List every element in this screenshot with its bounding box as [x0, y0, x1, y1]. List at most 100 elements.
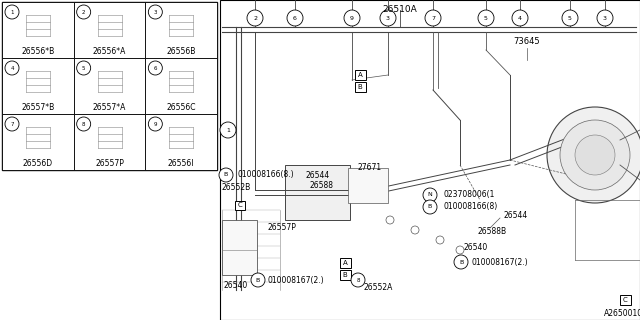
Bar — [2, 114, 74, 170]
Circle shape — [5, 61, 19, 75]
Circle shape — [148, 5, 163, 19]
Text: 023708006(1: 023708006(1 — [444, 190, 495, 199]
Text: 26557*B: 26557*B — [21, 102, 54, 111]
Circle shape — [423, 188, 437, 202]
Bar — [74, 2, 145, 58]
Circle shape — [220, 122, 236, 138]
Bar — [2, 2, 74, 58]
Bar — [620, 295, 630, 305]
Text: B: B — [358, 84, 362, 90]
Bar — [339, 270, 351, 280]
Text: N: N — [428, 193, 433, 197]
Text: 26552B: 26552B — [222, 183, 252, 193]
Bar — [145, 58, 217, 114]
Bar — [235, 201, 245, 210]
Text: 2: 2 — [253, 15, 257, 20]
Text: 26510A: 26510A — [383, 5, 417, 14]
Bar — [355, 70, 365, 80]
Text: 3: 3 — [603, 15, 607, 20]
Text: 26556*B: 26556*B — [21, 46, 54, 55]
Circle shape — [77, 117, 91, 131]
Circle shape — [5, 5, 19, 19]
Circle shape — [425, 10, 441, 26]
Text: 8: 8 — [356, 277, 360, 283]
Circle shape — [436, 236, 444, 244]
Text: 26540: 26540 — [463, 244, 487, 252]
Circle shape — [423, 200, 437, 214]
Bar — [2, 2, 217, 170]
Circle shape — [478, 10, 494, 26]
Circle shape — [597, 10, 613, 26]
Text: 26552A: 26552A — [364, 284, 393, 292]
Circle shape — [562, 10, 578, 26]
Text: 8: 8 — [82, 122, 85, 126]
Text: 26588B: 26588B — [478, 228, 507, 236]
Text: 26556I: 26556I — [168, 158, 195, 167]
Circle shape — [5, 117, 19, 131]
Text: B: B — [224, 172, 228, 178]
Text: 26540: 26540 — [223, 281, 247, 290]
Circle shape — [411, 226, 419, 234]
Circle shape — [386, 216, 394, 224]
Bar — [355, 82, 365, 92]
Text: 5: 5 — [484, 15, 488, 20]
Circle shape — [148, 61, 163, 75]
Text: 73645: 73645 — [514, 37, 540, 46]
Text: B: B — [342, 272, 348, 278]
Circle shape — [575, 135, 615, 175]
Text: 1: 1 — [10, 10, 13, 14]
Text: A: A — [358, 72, 362, 78]
Text: 2: 2 — [82, 10, 85, 14]
Circle shape — [77, 5, 91, 19]
Circle shape — [247, 10, 263, 26]
Bar — [74, 114, 145, 170]
Circle shape — [456, 246, 464, 254]
Text: C: C — [237, 202, 243, 208]
Text: 4: 4 — [518, 15, 522, 20]
Text: 26556D: 26556D — [23, 158, 53, 167]
Text: B: B — [256, 277, 260, 283]
Bar — [339, 258, 351, 268]
Circle shape — [344, 10, 360, 26]
Text: 27671: 27671 — [358, 163, 382, 172]
Circle shape — [547, 107, 640, 203]
Circle shape — [380, 10, 396, 26]
Text: 7: 7 — [10, 122, 13, 126]
Circle shape — [454, 255, 468, 269]
Bar — [220, 0, 640, 320]
Text: 5: 5 — [82, 66, 85, 70]
Bar — [348, 168, 388, 203]
Text: 26556C: 26556C — [166, 102, 196, 111]
Bar — [2, 58, 74, 114]
Text: B: B — [428, 204, 432, 210]
Text: 26557P: 26557P — [267, 223, 296, 233]
Text: 5: 5 — [568, 15, 572, 20]
Text: 4: 4 — [10, 66, 13, 70]
Circle shape — [219, 168, 233, 182]
Bar — [285, 165, 350, 220]
Text: 010008166(8): 010008166(8) — [444, 203, 499, 212]
Text: 1: 1 — [226, 127, 230, 132]
Circle shape — [351, 273, 365, 287]
Bar — [145, 2, 217, 58]
Circle shape — [287, 10, 303, 26]
Text: C: C — [623, 297, 627, 303]
Text: 3: 3 — [154, 10, 157, 14]
Bar — [74, 58, 145, 114]
Text: A: A — [342, 260, 348, 266]
Text: 010008167(2.): 010008167(2.) — [268, 276, 324, 284]
Text: 7: 7 — [431, 15, 435, 20]
Text: 26556*A: 26556*A — [93, 46, 126, 55]
Circle shape — [560, 120, 630, 190]
Text: 6: 6 — [293, 15, 297, 20]
Text: 26556B: 26556B — [166, 46, 196, 55]
Text: 26544: 26544 — [305, 171, 329, 180]
Text: 010008167(2.): 010008167(2.) — [472, 258, 529, 267]
Circle shape — [512, 10, 528, 26]
Text: 26588: 26588 — [310, 180, 334, 189]
Text: 26544: 26544 — [504, 211, 528, 220]
Text: 26557P: 26557P — [95, 158, 124, 167]
Circle shape — [77, 61, 91, 75]
Text: 6: 6 — [154, 66, 157, 70]
Text: 3: 3 — [386, 15, 390, 20]
